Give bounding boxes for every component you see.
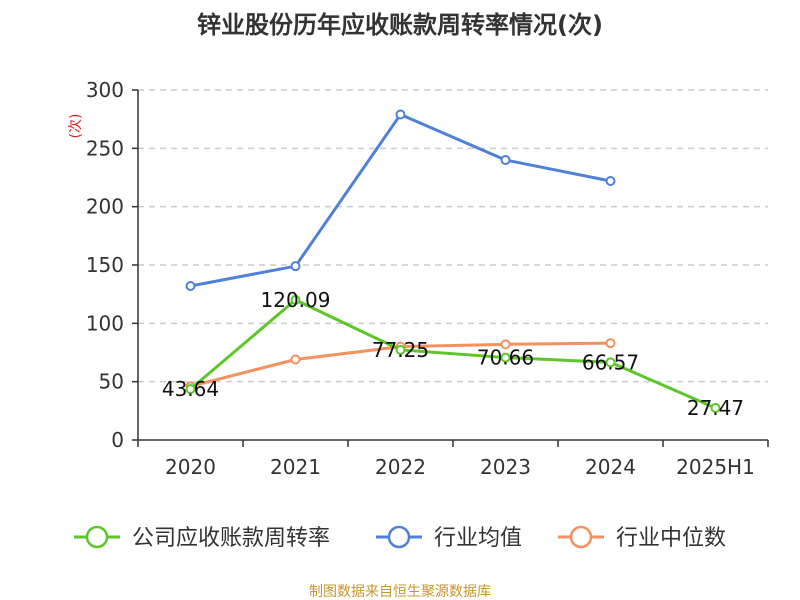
y-tick-label: 100 [86, 311, 124, 335]
legend: 公司应收账款周转率 行业均值 行业中位数 [74, 525, 726, 551]
series-line [190, 113, 611, 288]
axes: 0 50 100 150 200 250 300 2020 2021 2022 2023 2024 20… [86, 78, 769, 479]
series-line [189, 298, 717, 410]
grid-lines [138, 89, 768, 383]
data-point [290, 354, 301, 365]
data-point [395, 344, 406, 355]
x-tick-label: 2025H1 [676, 455, 755, 479]
data-point [395, 109, 406, 120]
y-tick-label: 200 [86, 195, 124, 219]
y-tick-label: 300 [86, 78, 124, 102]
chart-title: 锌业股份历年应收账款周转率情况(次) [197, 11, 603, 39]
data-point [500, 352, 511, 363]
data-label: 120.09 [261, 288, 331, 312]
legend-marker [569, 525, 593, 549]
data-point [290, 294, 301, 305]
data-label: 70.66 [477, 346, 534, 370]
legend-label: 行业中位数 [616, 526, 726, 551]
data-point [605, 357, 616, 368]
data-labels: 43.64 120.09 77.25 70.66 66.57 27.47 [162, 288, 744, 420]
data-point [500, 339, 511, 350]
data-point [605, 176, 616, 186]
source-note: 制图数据来自恒生聚源数据库 [309, 584, 491, 600]
x-tick-label: 2020 [165, 455, 216, 479]
series-layer [185, 109, 721, 413]
data-point [710, 402, 721, 413]
data-point [290, 261, 301, 272]
data-point [500, 155, 511, 165]
data-point [605, 338, 616, 349]
y-axis-label: (次) [68, 114, 84, 139]
x-tick-label: 2021 [270, 455, 321, 479]
legend-label: 行业均值 [434, 526, 522, 551]
x-tick-label: 2023 [480, 455, 531, 479]
legend-label: 公司应收账款周转率 [132, 526, 330, 551]
x-tick-label: 2022 [375, 455, 426, 479]
data-label: 77.25 [372, 338, 429, 362]
y-tick-label: 250 [86, 136, 124, 160]
y-tick-label: 150 [86, 253, 124, 277]
data-label: 43.64 [162, 377, 219, 401]
legend-marker [85, 525, 109, 549]
y-tick-label: 0 [111, 428, 124, 452]
data-point [185, 384, 196, 395]
y-tick-label: 50 [99, 370, 124, 394]
x-tick-label: 2024 [585, 455, 636, 479]
legend-marker [387, 525, 411, 549]
data-point [185, 281, 196, 291]
data-label: 66.57 [582, 350, 639, 374]
data-label: 27.47 [687, 396, 744, 420]
